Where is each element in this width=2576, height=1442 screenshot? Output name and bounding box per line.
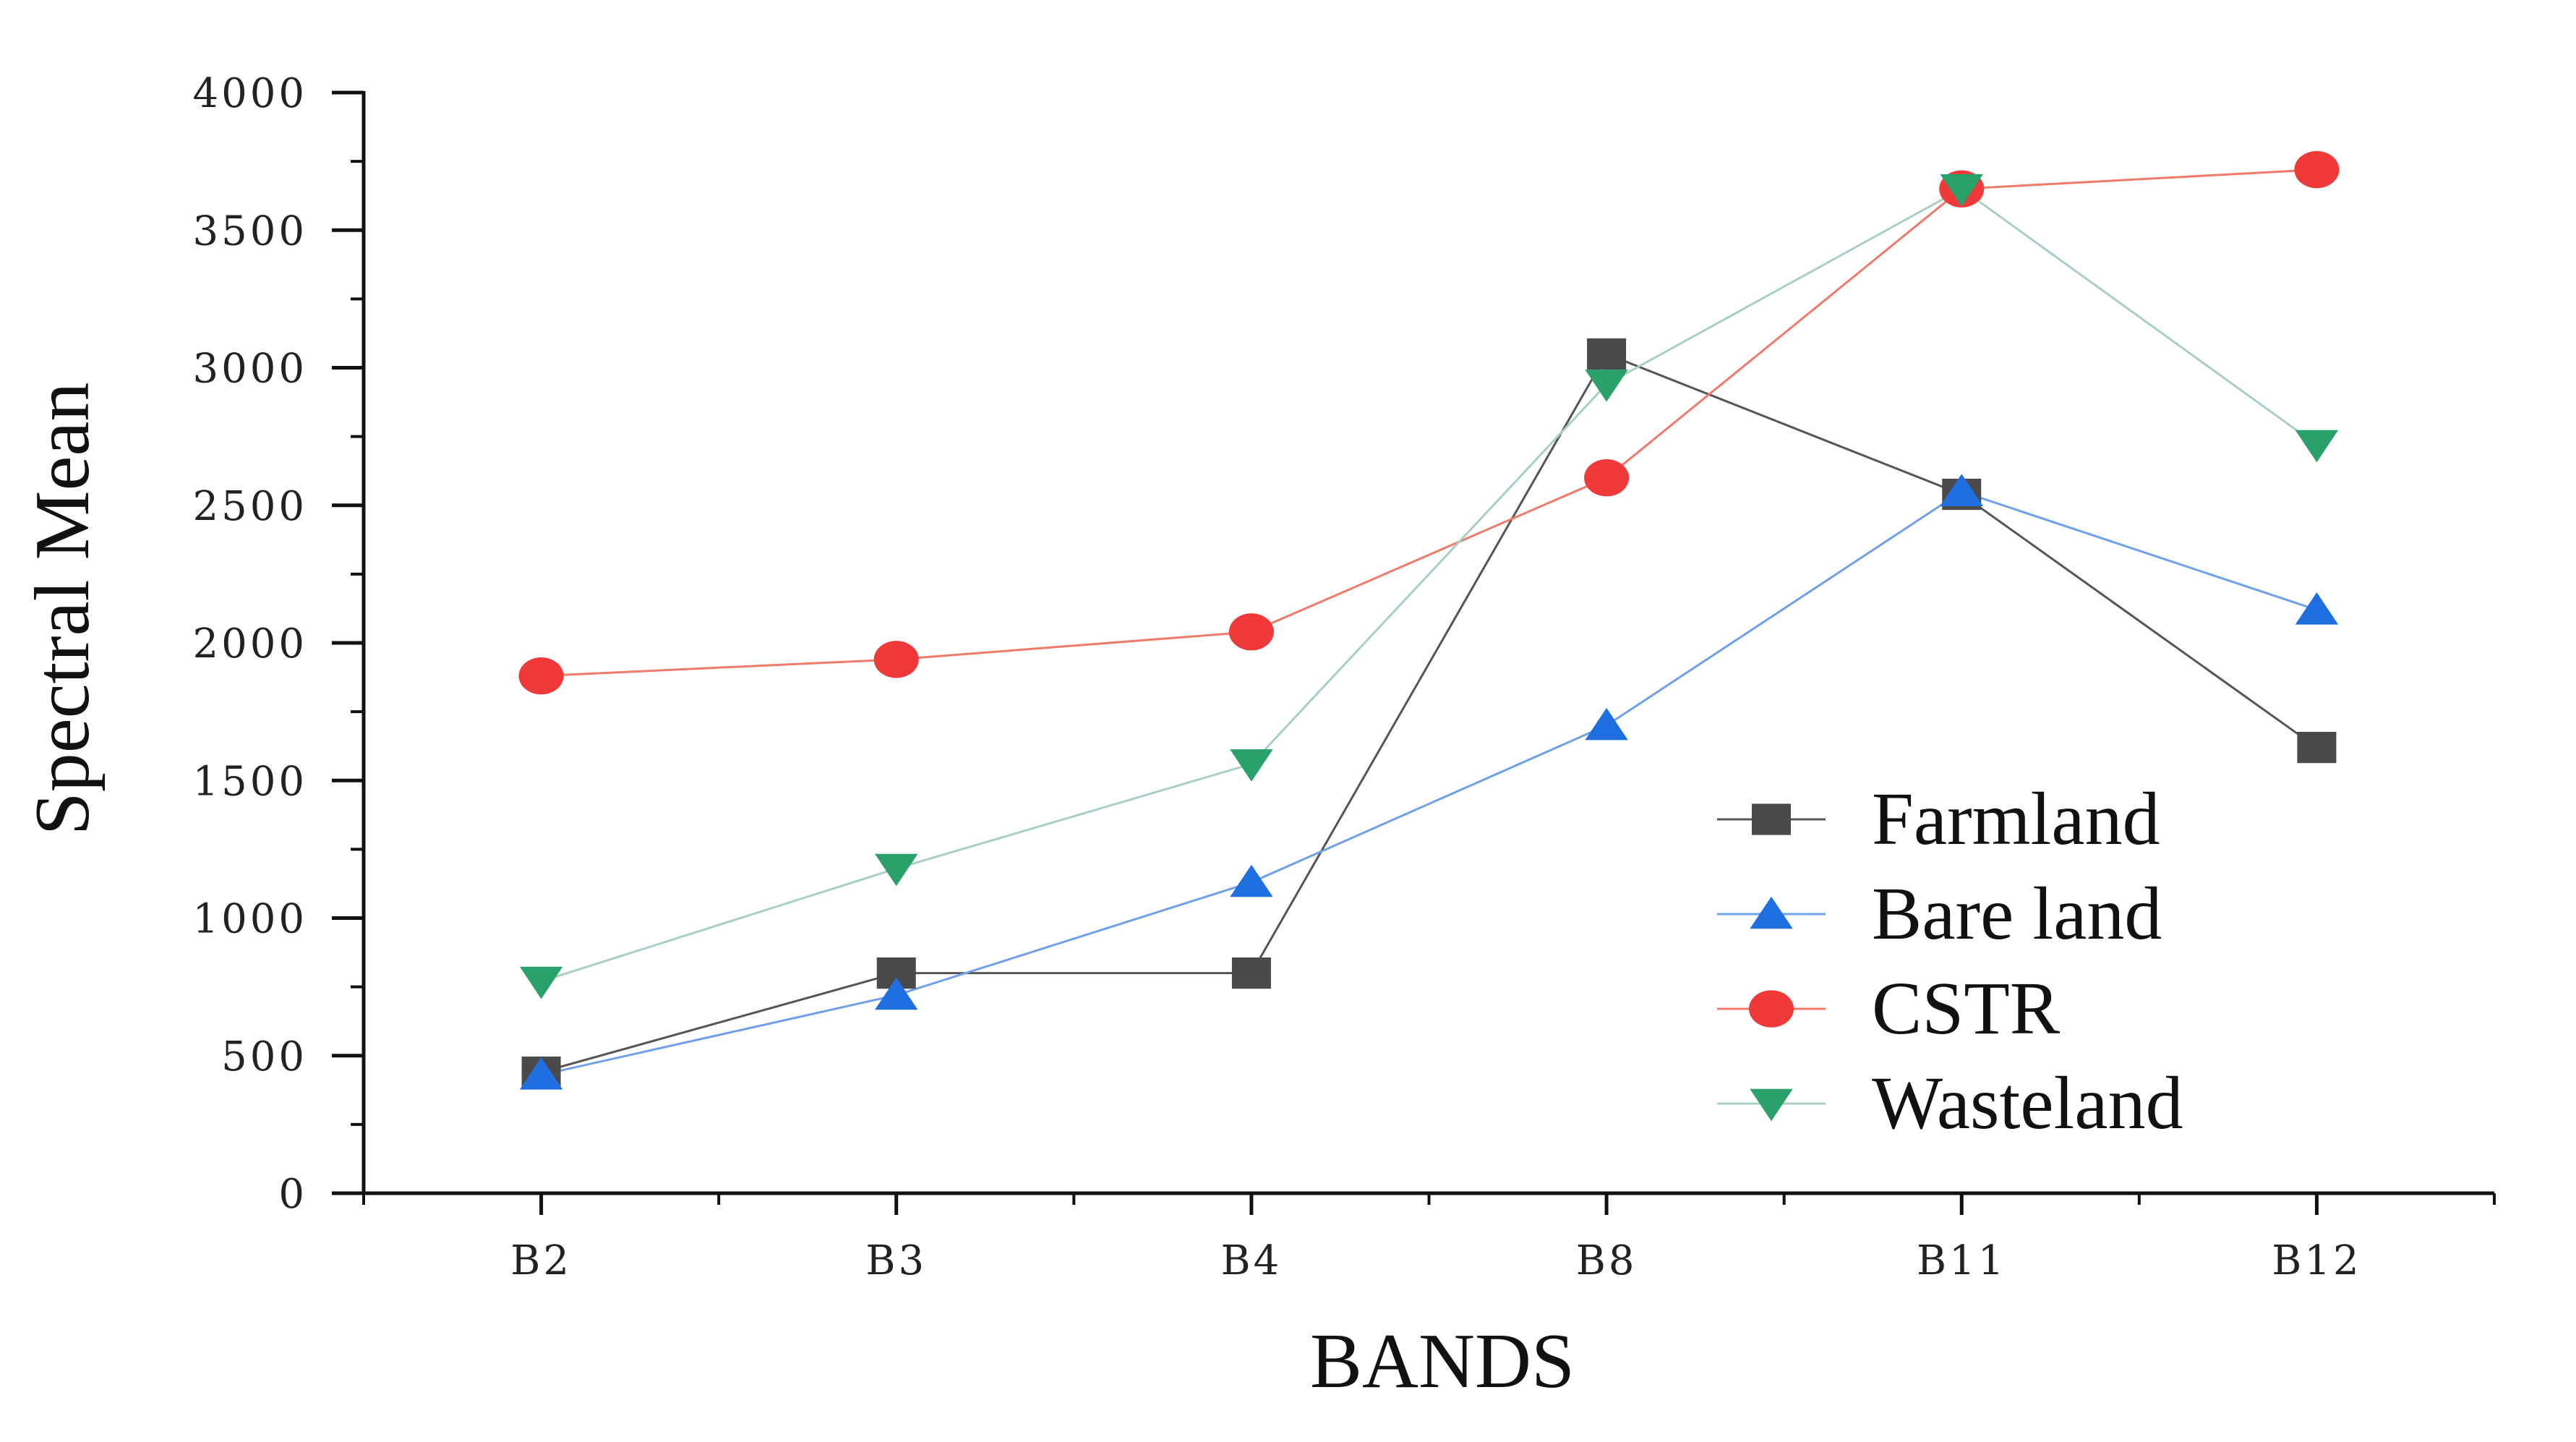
data-point-wasteland — [2295, 430, 2339, 463]
series-line-wasteland — [541, 187, 2318, 983]
axes — [361, 91, 2494, 1195]
data-point-wasteland — [519, 966, 563, 999]
legend-item-wasteland: Wasteland — [1717, 1062, 2183, 1145]
y-tick-label: 1500 — [192, 758, 307, 805]
series-markers — [518, 150, 2340, 1090]
y-tick-label: 2000 — [192, 620, 307, 667]
y-tick-label: 4000 — [192, 70, 307, 117]
x-tick-label: B12 — [2272, 1237, 2361, 1284]
x-tick-label: B3 — [865, 1237, 927, 1284]
x-axis-ticks: B2 B3 B4 B8 B11 B12 — [362, 1193, 2496, 1284]
data-point-bare-land — [2295, 592, 2339, 625]
legend-label: Farmland — [1872, 777, 2160, 861]
data-point-wasteland — [875, 853, 918, 887]
x-tick-label: B11 — [1917, 1237, 2006, 1284]
data-point-cstr — [873, 641, 919, 678]
legend-item-farmland: Farmland — [1717, 777, 2160, 861]
legend-marker — [1750, 896, 1793, 929]
legend-marker — [1752, 803, 1791, 835]
legend-item-bare-land: Bare land — [1717, 872, 2162, 955]
legend-label: CSTR — [1872, 967, 2061, 1050]
data-point-wasteland — [1940, 174, 1983, 207]
data-point-bare-land — [1940, 474, 1983, 506]
data-point-bare-land — [1585, 707, 1628, 741]
data-point-farmland — [1231, 957, 1271, 989]
legend: Farmland Bare land CSTR Wasteland — [1717, 777, 2183, 1145]
x-tick-label: B8 — [1576, 1237, 1638, 1284]
legend-label: Wasteland — [1872, 1062, 2183, 1145]
data-point-wasteland — [1230, 749, 1273, 782]
y-axis-title: Spectral Mean — [20, 383, 106, 836]
data-point-bare-land — [875, 977, 918, 1010]
data-point-bare-land — [519, 1057, 563, 1090]
y-tick-label: 2500 — [192, 483, 307, 530]
series-lines — [541, 168, 2318, 1076]
data-point-farmland — [2297, 731, 2337, 764]
y-tick-label: 3500 — [192, 208, 307, 255]
data-point-cstr — [2294, 150, 2340, 189]
data-point-cstr — [518, 657, 564, 695]
data-point-bare-land — [1230, 864, 1273, 897]
y-tick-label: 1000 — [192, 896, 307, 943]
legend-marker — [1750, 1088, 1793, 1122]
y-tick-label: 0 — [278, 1171, 307, 1218]
data-point-farmland — [1587, 338, 1627, 370]
x-tick-label: B4 — [1221, 1237, 1283, 1284]
data-point-wasteland — [1585, 370, 1628, 402]
legend-label: Bare land — [1872, 872, 2162, 955]
series-line-cstr — [541, 168, 2317, 678]
data-point-cstr — [1584, 459, 1630, 497]
legend-item-cstr: CSTR — [1717, 967, 2061, 1050]
y-tick-label: 3000 — [192, 346, 307, 393]
series-line-farmland — [541, 352, 2318, 1074]
x-tick-label: B2 — [510, 1237, 572, 1284]
y-tick-label: 500 — [221, 1033, 307, 1080]
series-line-bare-land — [541, 490, 2317, 1076]
y-axis-ticks: 0 500 1000 1500 2000 2500 3000 3500 4000 — [192, 70, 364, 1218]
data-point-cstr — [1228, 613, 1274, 651]
x-axis-title: BANDS — [1310, 1318, 1575, 1404]
legend-marker — [1748, 990, 1794, 1028]
